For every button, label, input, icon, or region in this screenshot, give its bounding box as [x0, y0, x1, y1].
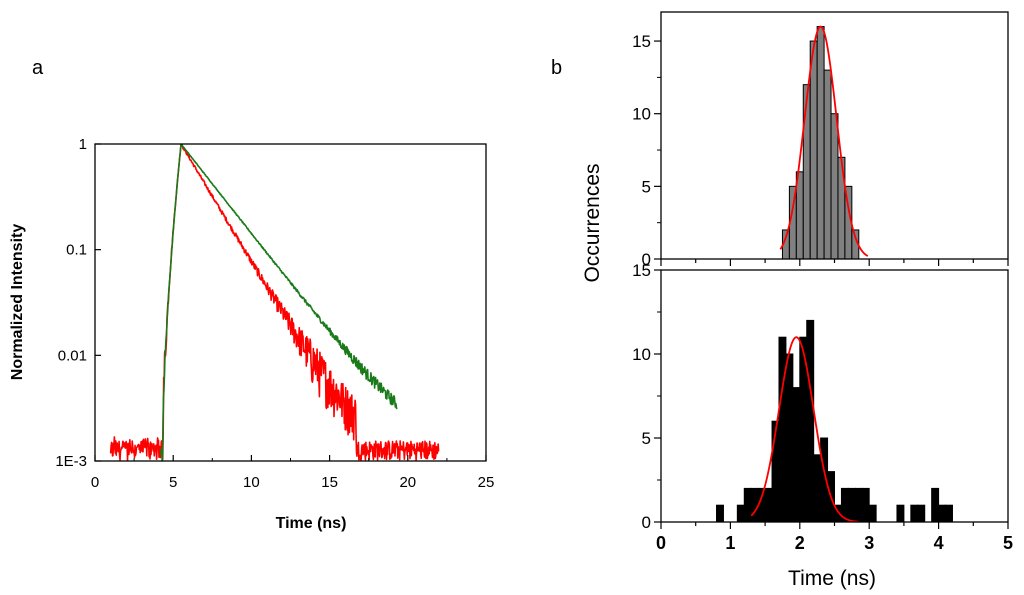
- panel-b-top-y-tick-label: 5: [642, 177, 651, 196]
- panel-a-y-tick-label: 1: [79, 136, 87, 153]
- panel-a-x-axis-label: Time (ns): [276, 515, 347, 532]
- panel-b-bottom-bar: [778, 336, 787, 523]
- panel-a-y-tick-label: 1E-3: [55, 453, 87, 470]
- panel-b-bottom-bars: [716, 319, 953, 523]
- panel-b-top-bar: [802, 84, 811, 260]
- panel-b-bottom-x-tick-label: 1: [725, 533, 735, 553]
- panel-b-bottom-bar: [854, 487, 863, 523]
- panel-b-bottom-y-tick-label: 10: [632, 345, 651, 364]
- panel-a-x-tick-label: 10: [243, 474, 260, 491]
- panel-a-x-tick-label: 15: [321, 474, 338, 491]
- panel-b-top-fit-curve: [779, 25, 869, 257]
- panel-b-bottom-fit: [750, 336, 859, 523]
- panel-b-bottom-bar: [910, 504, 919, 523]
- panel-b-bottom-bar: [750, 487, 759, 523]
- panel-b-bottom-bar: [792, 387, 801, 523]
- panel-a-x-tick-label: 5: [169, 474, 177, 491]
- panel-b-bottom-bar: [813, 454, 822, 523]
- panel-b-bottom-x-tick-label: 5: [1003, 533, 1013, 553]
- panel-a-series: [109, 143, 440, 462]
- panel-b-bottom-x-tick-label: 4: [934, 533, 944, 553]
- panel-b-top-bar: [823, 69, 832, 260]
- panel-b-bottom-bar: [716, 504, 724, 523]
- panel-b-bottom-bar: [743, 487, 752, 523]
- panel-b-top-ticks: 0 5 10 15: [632, 32, 1009, 269]
- panel-a-y-axis-label: Normalized Intensity: [9, 224, 26, 381]
- panel-b-bottom-bar: [806, 319, 815, 523]
- panel-a-chart: 0 5 10 15 20 25 1E-3 0.01 0.1 1 Time (ns) Normali…: [9, 136, 494, 532]
- panel-b-bottom-bar: [868, 504, 877, 523]
- panel-b-top-fit: [779, 25, 869, 257]
- panel-b-top-y-tick-label: 10: [632, 105, 651, 124]
- panel-b-top-bar: [830, 113, 839, 260]
- panel-b-bottom-bar: [945, 504, 953, 523]
- panel-a-series-line: [159, 143, 398, 462]
- panel-b-bottom-bar: [736, 504, 745, 523]
- panel-b-bottom-y-tick-label: 15: [632, 261, 651, 280]
- panel-b-bottom-ticks: 0 5 10 15 0 1 2 3 4 5: [632, 261, 1013, 553]
- panel-a-frame: [94, 143, 487, 462]
- panel-a-y-tick-label: 0.1: [66, 242, 87, 259]
- panel-a-x-tick-label: 0: [91, 474, 99, 491]
- panel-b-bottom-chart: 0 5 10 15 0 1 2 3 4 5 Time (ns): [632, 261, 1013, 590]
- panel-b-bottom-x-tick-label: 3: [864, 533, 874, 553]
- panel-b-bottom-fit-curve: [750, 336, 859, 523]
- panel-b-bottom-bar: [764, 487, 773, 523]
- panel-b-bottom-bar: [931, 487, 940, 523]
- panel-b-top-bars: [781, 26, 860, 260]
- panel-a-label: a: [32, 57, 44, 79]
- panel-b-y-axis-label: Occurrences: [581, 163, 604, 282]
- panel-b-label: b: [551, 57, 562, 79]
- panel-b-x-axis-label: Time (ns): [788, 567, 876, 590]
- panel-b-top-y-tick-label: 15: [632, 32, 651, 51]
- panel-b-bottom-y-tick-label: 5: [642, 429, 651, 448]
- panel-b-bottom-bar: [785, 353, 794, 523]
- panel-b-bottom-bar: [917, 504, 926, 523]
- panel-a-x-tick-label: 25: [478, 474, 495, 491]
- panel-a-x-tick-label: 20: [399, 474, 416, 491]
- panel-b-bottom-x-tick-label: 0: [656, 533, 666, 553]
- panel-b-bottom-bar: [861, 487, 870, 523]
- panel-a-series-line: [109, 143, 440, 462]
- panel-b-top-chart: 0 5 10 15: [632, 11, 1009, 269]
- panel-b-bottom-bar: [847, 487, 856, 523]
- panel-b-bottom-bar: [938, 504, 947, 523]
- panel-b-top-y-tick-label: 0: [642, 250, 651, 269]
- panel-b-bottom-x-tick-label: 2: [795, 533, 805, 553]
- panel-b-top-bar: [809, 40, 818, 260]
- panel-b-top-bar: [816, 26, 825, 260]
- panel-b-bottom-y-tick-label: 0: [642, 513, 651, 532]
- panel-a-ticks: 0 5 10 15 20 25 1E-3 0.01 0.1 1: [55, 136, 494, 491]
- panel-a-y-tick-label: 0.01: [58, 347, 87, 364]
- panel-b-bottom-bar: [896, 504, 905, 523]
